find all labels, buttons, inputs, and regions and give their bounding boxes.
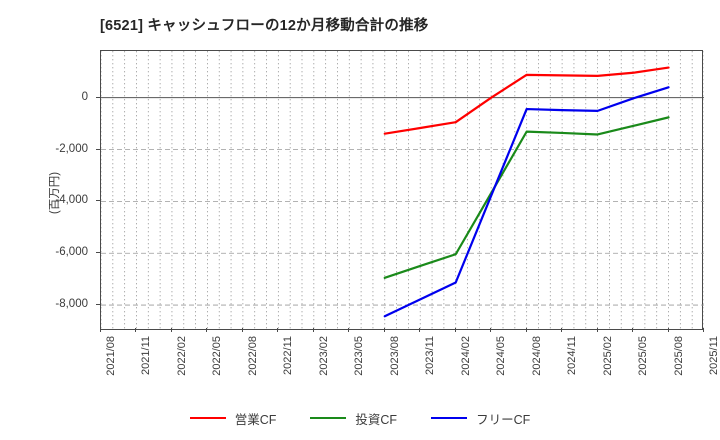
x-axis-tick: 2025/02: [601, 336, 614, 376]
chart-gridlines: [101, 51, 704, 331]
x-axis-tick: 2025/08: [672, 336, 685, 376]
series-line-2: [383, 86, 670, 318]
legend-item-2[interactable]: フリーCF: [431, 409, 530, 428]
y-axis-tick: -2,000: [55, 142, 88, 155]
x-axis-tick-mark: [490, 328, 492, 332]
x-axis-tick-mark: [312, 328, 314, 332]
x-axis-tick: 2024/05: [495, 336, 508, 376]
x-axis-tick-mark: [277, 328, 279, 332]
chart-series-lines: [383, 66, 670, 318]
x-axis-tick-mark: [170, 328, 172, 332]
x-axis-tick: 2023/11: [424, 336, 437, 375]
x-axis-tick: 2023/05: [353, 336, 366, 376]
x-axis-tick-mark: [525, 328, 527, 332]
y-axis-tick: -4,000: [55, 194, 88, 207]
x-axis-tick-mark: [348, 328, 350, 332]
y-axis-tick-mark: [96, 252, 102, 254]
legend-label: 営業CF: [234, 412, 277, 427]
y-axis-tick-mark: [96, 148, 102, 150]
x-axis-tick: 2023/02: [317, 336, 330, 376]
y-axis-tick-mark: [96, 304, 102, 306]
legend-item-0[interactable]: 営業CF: [189, 409, 277, 428]
x-axis-tick: 2021/11: [140, 336, 153, 375]
x-axis-tick: 2022/05: [211, 336, 224, 376]
x-axis-tick: 2022/11: [282, 336, 295, 375]
x-axis-tick-mark: [561, 328, 563, 332]
x-axis-tick-mark: [100, 328, 101, 332]
x-axis-tick: 2021/08: [105, 336, 117, 376]
x-axis-tick-mark: [135, 328, 137, 332]
x-axis-tick-mark: [206, 328, 208, 332]
y-axis-tick: 0: [81, 90, 88, 103]
legend-color-swatch: [431, 417, 468, 419]
x-axis-tick-mark: [383, 328, 385, 332]
y-axis-tick-mark: [96, 200, 102, 202]
legend-color-swatch: [310, 417, 347, 419]
plot-area: [100, 50, 704, 331]
series-line-1: [383, 116, 670, 279]
x-axis-tick: 2025/05: [637, 336, 650, 376]
x-axis-tick-mark: [632, 328, 634, 332]
x-axis-tick-mark: [703, 328, 704, 332]
x-axis-tick: 2024/08: [530, 336, 543, 376]
y-axis-tick-labels: 0 -2,000 -4,000 -6,000 -8,000: [0, 50, 102, 330]
legend-label: フリーCF: [476, 412, 531, 427]
x-axis-tick-labels: 2021/08 2021/11 2022/02 2022/05 2022/08 2022/…: [100, 328, 720, 402]
x-axis-tick-mark: [454, 328, 456, 332]
x-axis-tick-mark: [667, 328, 669, 332]
x-axis-tick: 2022/02: [175, 336, 188, 376]
legend-label: 投資CF: [355, 412, 398, 427]
legend-color-swatch: [189, 417, 226, 419]
legend-item-1[interactable]: 投資CF: [310, 409, 397, 428]
y-axis-tick: -8,000: [55, 298, 88, 311]
x-axis-tick-mark: [419, 328, 421, 332]
x-axis-tick: 2024/02: [459, 336, 472, 376]
x-axis-tick: 2025/11: [708, 336, 720, 375]
x-axis-tick: 2024/11: [566, 336, 579, 375]
page-title: [6521] キャッシュフローの12か月移動合計の推移: [100, 18, 429, 34]
chart-legend: 営業CF 投資CF フリーCF: [0, 404, 720, 432]
x-axis-tick-mark: [596, 328, 598, 332]
x-axis-tick-mark: [241, 328, 243, 332]
y-axis-tick-mark: [96, 96, 102, 98]
y-axis-tick: -6,000: [55, 246, 88, 259]
x-axis-tick: 2022/08: [246, 336, 259, 376]
x-axis-tick: 2023/08: [388, 336, 401, 376]
series-line-0: [383, 66, 670, 135]
